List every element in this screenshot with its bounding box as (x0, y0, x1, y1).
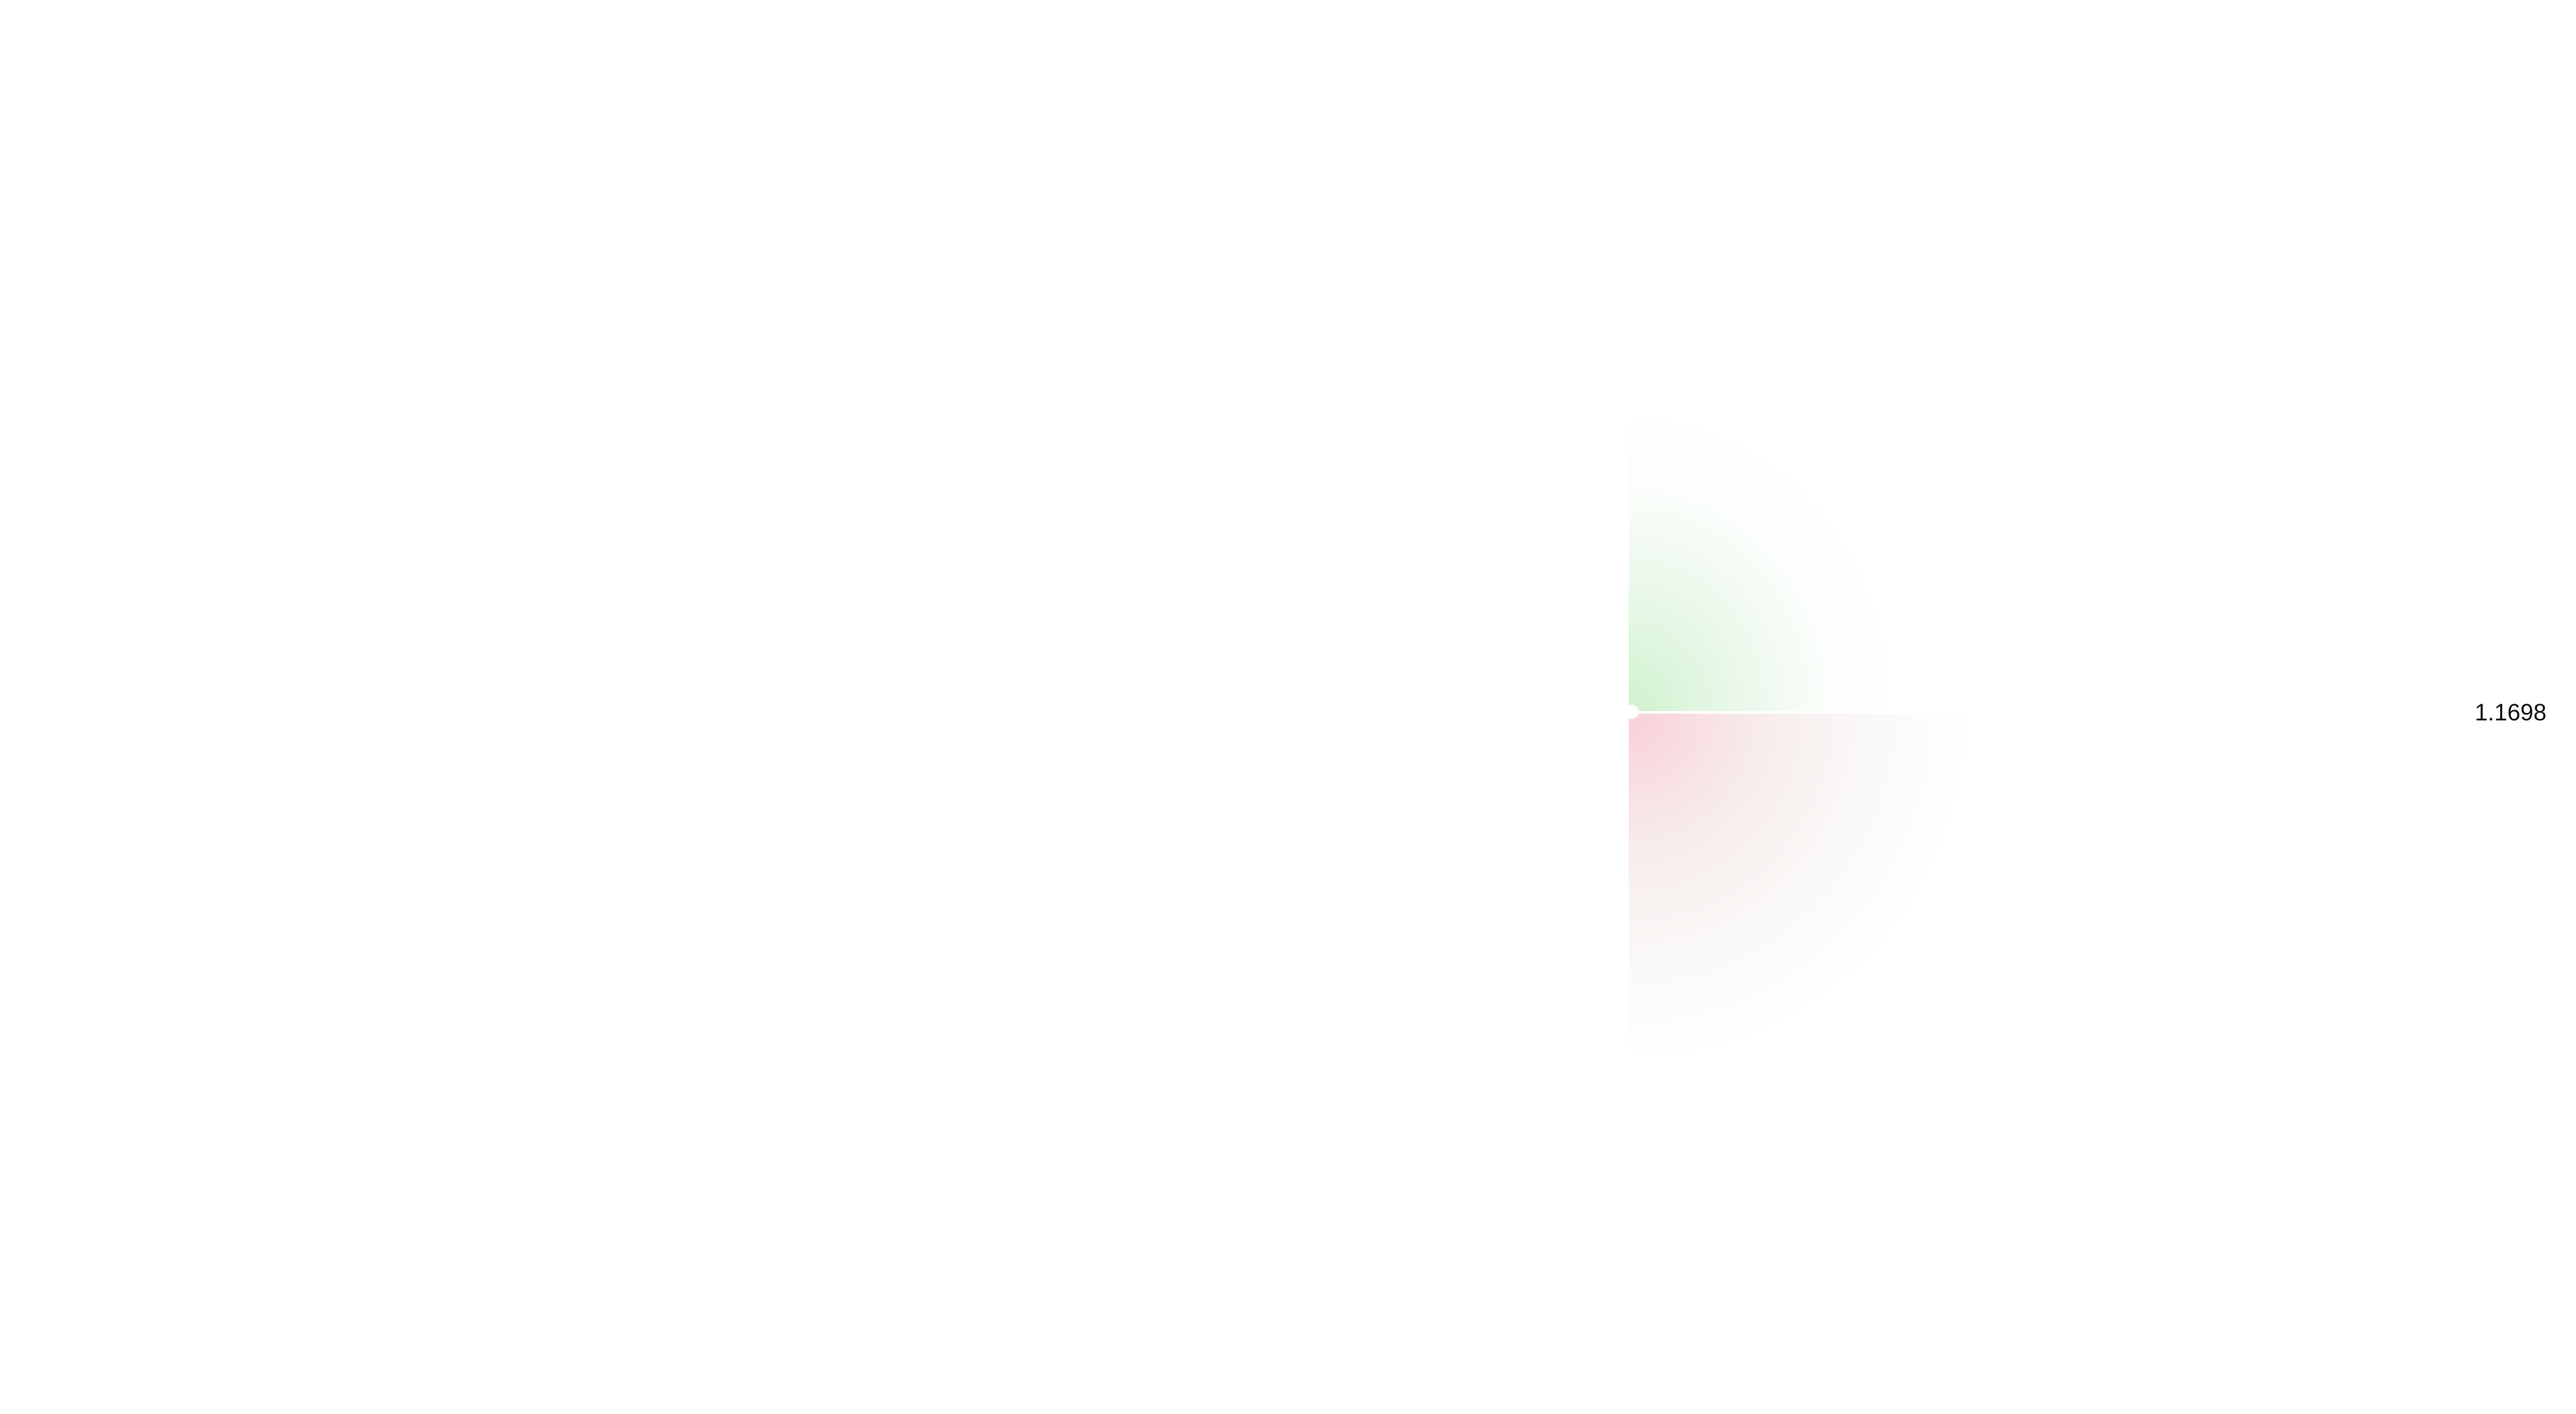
upper-zone-glow (1629, 397, 1964, 711)
current-price-line (1634, 711, 1956, 713)
current-price-label: 1.1698 (2474, 700, 2546, 726)
current-price-marker (1625, 705, 1638, 718)
lower-zone-glow (1629, 714, 1978, 1052)
